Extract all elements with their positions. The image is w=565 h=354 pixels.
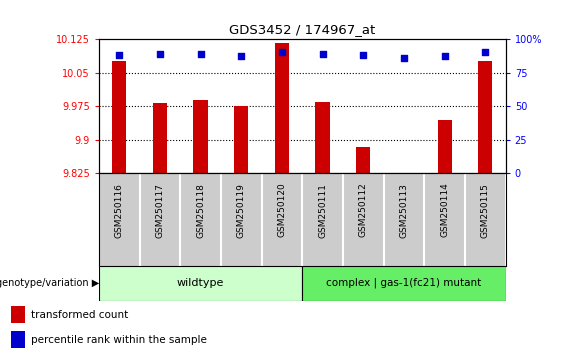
- Bar: [153, 103, 167, 173]
- Text: GSM250115: GSM250115: [481, 183, 490, 238]
- Text: GSM250119: GSM250119: [237, 183, 246, 238]
- Bar: [99, 266, 302, 301]
- Bar: [356, 147, 371, 173]
- Bar: [11, 306, 25, 323]
- Point: [237, 53, 246, 59]
- Bar: [478, 61, 493, 173]
- Point: [399, 55, 408, 61]
- Point: [318, 51, 327, 57]
- Text: GSM250111: GSM250111: [318, 183, 327, 238]
- Text: genotype/variation ▶: genotype/variation ▶: [0, 278, 99, 288]
- Bar: [11, 331, 25, 348]
- Title: GDS3452 / 174967_at: GDS3452 / 174967_at: [229, 23, 375, 36]
- Bar: [302, 266, 506, 301]
- Text: transformed count: transformed count: [31, 310, 128, 320]
- Text: wildtype: wildtype: [177, 278, 224, 288]
- Point: [155, 51, 164, 57]
- Point: [196, 51, 205, 57]
- Point: [481, 50, 490, 55]
- Text: percentile rank within the sample: percentile rank within the sample: [31, 335, 207, 344]
- Point: [115, 52, 124, 58]
- Text: GSM250118: GSM250118: [196, 183, 205, 238]
- Text: GSM250117: GSM250117: [155, 183, 164, 238]
- Point: [359, 52, 368, 58]
- Bar: [275, 44, 289, 173]
- Bar: [437, 120, 452, 173]
- Bar: [112, 61, 127, 173]
- Text: GSM250116: GSM250116: [115, 183, 124, 238]
- Bar: [315, 102, 330, 173]
- Text: GSM250114: GSM250114: [440, 183, 449, 238]
- Text: GSM250113: GSM250113: [399, 183, 408, 238]
- Text: complex | gas-1(fc21) mutant: complex | gas-1(fc21) mutant: [327, 278, 481, 289]
- Point: [277, 50, 286, 55]
- Point: [440, 53, 449, 59]
- Text: GSM250120: GSM250120: [277, 183, 286, 238]
- Bar: [234, 106, 249, 173]
- Text: GSM250112: GSM250112: [359, 183, 368, 238]
- Bar: [193, 101, 208, 173]
